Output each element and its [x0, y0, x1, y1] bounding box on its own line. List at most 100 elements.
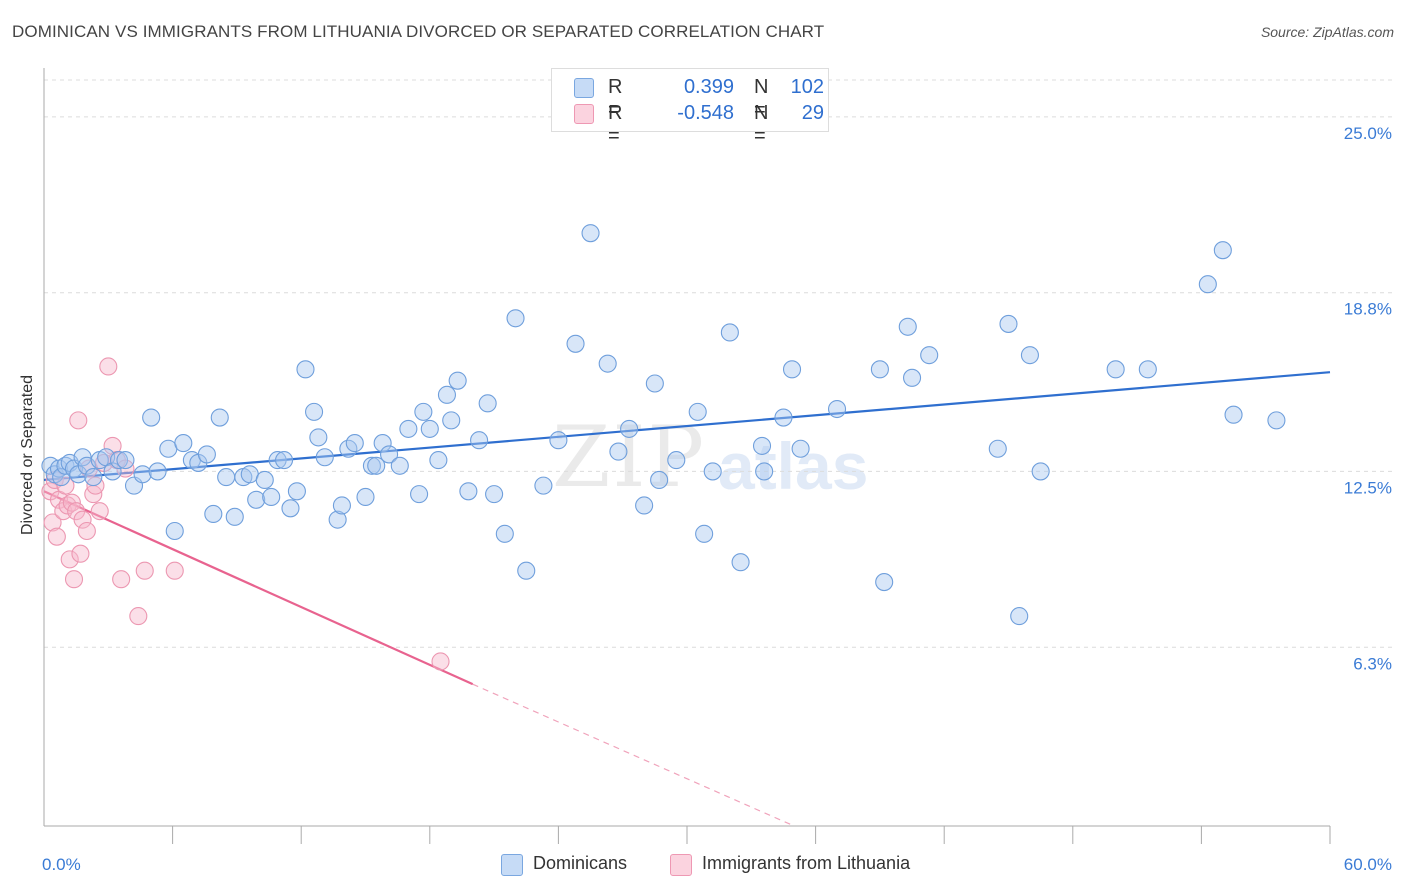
- point-lithuania: [90, 502, 109, 521]
- point-dominicans: [598, 354, 617, 373]
- point-lithuania: [69, 411, 88, 430]
- point-dominicans: [247, 490, 266, 509]
- point-dominicans: [204, 504, 223, 524]
- point-dominicans: [448, 371, 467, 390]
- point-dominicans: [217, 468, 236, 487]
- y-tick-label: 12.5%: [1344, 478, 1392, 497]
- point-dominicans: [566, 334, 585, 353]
- point-dominicans: [262, 487, 281, 507]
- point-dominicans: [827, 399, 847, 419]
- source-label: Source: ZipAtlas.com: [1260, 24, 1394, 40]
- axes: [43, 68, 1331, 844]
- legend-swatch-blue: [501, 854, 523, 876]
- point-dominicans: [478, 394, 497, 413]
- point-dominicans: [165, 521, 184, 541]
- point-dominicans: [645, 374, 664, 393]
- trend-lithuania-extension: [472, 683, 795, 827]
- point-dominicans: [315, 448, 334, 467]
- point-dominicans: [410, 485, 429, 504]
- point-lithuania: [431, 652, 450, 671]
- series-legend: Dominicans Immigrants from Lithuania: [0, 852, 1406, 876]
- point-lithuania: [64, 570, 84, 589]
- point-dominicans: [782, 360, 802, 379]
- point-dominicans: [390, 456, 409, 475]
- point-dominicans: [667, 451, 686, 470]
- point-dominicans: [1267, 411, 1286, 430]
- r-label: R =: [608, 76, 623, 121]
- point-lithuania: [60, 550, 79, 569]
- point-lithuania: [56, 476, 75, 495]
- point-dominicans: [367, 456, 386, 475]
- point-dominicans: [240, 465, 259, 484]
- legend-label: Immigrants from Lithuania: [702, 853, 911, 873]
- point-dominicans: [485, 485, 504, 504]
- point-lithuania: [77, 521, 96, 541]
- point-lithuania: [47, 527, 66, 546]
- legend-swatch-pink: [670, 854, 692, 876]
- point-dominicans: [755, 462, 774, 481]
- point-dominicans: [345, 434, 364, 453]
- y-tick-label: 25.0%: [1344, 124, 1392, 143]
- point-dominicans: [902, 368, 922, 387]
- r-label: R =: [608, 102, 623, 147]
- point-dominicans: [534, 476, 553, 495]
- trend-lithuania: [43, 490, 474, 686]
- y-tick-label: 18.8%: [1344, 300, 1392, 319]
- point-lithuania: [99, 357, 118, 376]
- point-dominicans: [581, 224, 600, 243]
- point-dominicans: [459, 482, 478, 501]
- point-dominicans: [148, 462, 167, 481]
- stats-legend: R = 0.399 N = 102 R = -0.548 N = 29: [551, 68, 829, 147]
- point-dominicans: [731, 553, 750, 572]
- point-dominicans: [281, 499, 300, 518]
- point-dominicans: [133, 465, 152, 484]
- point-dominicans: [362, 456, 381, 475]
- y-tick-label: 6.3%: [1353, 654, 1392, 673]
- point-dominicans: [1224, 405, 1243, 424]
- point-dominicans: [609, 442, 628, 461]
- point-dominicans: [1020, 346, 1039, 365]
- point-dominicans: [296, 360, 315, 379]
- point-dominicans: [920, 346, 939, 365]
- point-dominicans: [1213, 241, 1232, 260]
- point-dominicans: [197, 445, 216, 464]
- point-dominicans: [695, 524, 714, 543]
- trend-lines: [43, 371, 1331, 827]
- point-dominicans: [210, 408, 229, 427]
- point-dominicans: [752, 436, 772, 455]
- point-dominicans: [268, 451, 287, 470]
- point-dominicans: [470, 431, 489, 450]
- tick-labels: 25.0% 18.8% 12.5% 6.3% 0.0% 60.0%: [42, 124, 1392, 874]
- point-dominicans: [506, 309, 525, 328]
- point-dominicans: [870, 360, 889, 379]
- point-dominicans: [84, 468, 103, 487]
- legend-swatch-pink: [574, 104, 594, 124]
- watermark-atlas: atlas: [718, 429, 869, 503]
- point-dominicans: [549, 431, 568, 450]
- point-dominicans: [898, 317, 917, 336]
- watermark-zip: ZIP: [552, 408, 707, 506]
- point-lithuania: [112, 570, 131, 589]
- point-dominicans: [1031, 462, 1050, 481]
- point-dominicans: [1010, 607, 1029, 626]
- point-lithuania: [135, 561, 154, 580]
- points-dominicans: [41, 224, 1286, 626]
- points-lithuania: [41, 357, 450, 671]
- r-value: -0.548: [677, 102, 734, 124]
- point-dominicans: [103, 462, 122, 481]
- point-dominicans: [703, 462, 722, 481]
- point-lithuania: [73, 510, 92, 529]
- point-dominicans: [275, 451, 294, 470]
- point-dominicans: [420, 419, 439, 438]
- point-dominicans: [999, 314, 1018, 333]
- x-tick-label: 0.0%: [42, 855, 81, 874]
- point-dominicans: [328, 510, 347, 529]
- point-dominicans: [1198, 275, 1217, 294]
- legend-swatch-blue: [574, 78, 594, 98]
- point-dominicans: [414, 402, 433, 421]
- point-dominicans: [225, 507, 244, 526]
- n-label: N =: [754, 102, 769, 147]
- grid-lines: [44, 79, 1392, 648]
- x-tick-label: 60.0%: [1344, 855, 1392, 874]
